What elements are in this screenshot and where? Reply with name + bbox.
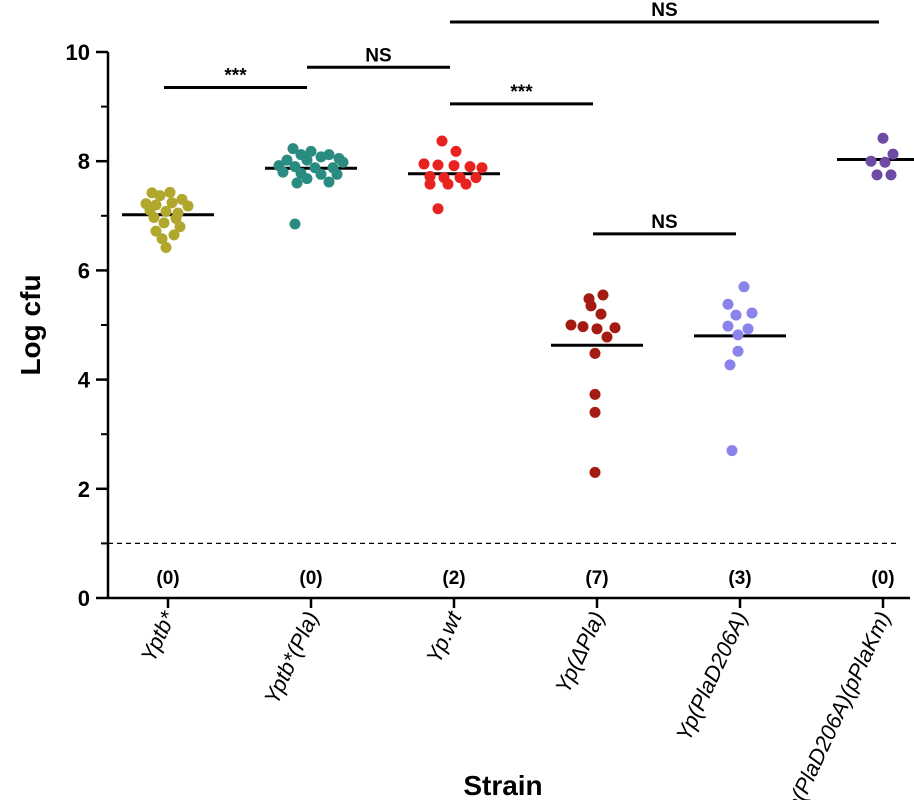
x-tick-label: Yp(PlaD206A)(pPlaKm) <box>775 608 895 800</box>
count-label: (0) <box>299 568 322 589</box>
x-tick-label: Yp(ΔPla) <box>550 608 609 697</box>
data-point <box>589 406 601 418</box>
data-point <box>577 321 589 333</box>
data-point <box>432 159 444 171</box>
significance-label: *** <box>510 82 533 103</box>
x-tick-label: Yp(PlaD206A) <box>671 608 753 745</box>
data-point <box>170 213 182 225</box>
data-point <box>871 169 883 181</box>
significance-bars: *** NS *** NS NS <box>164 0 879 236</box>
data-point <box>724 359 736 371</box>
x-tick-label: Yp.wt <box>421 607 467 667</box>
data-point <box>865 155 877 167</box>
data-point <box>726 445 738 457</box>
y-tick-label: 10 <box>66 40 90 65</box>
count-label: (2) <box>442 568 465 589</box>
data-point <box>742 323 754 335</box>
significance-label: NS <box>651 212 677 233</box>
data-point <box>877 132 889 144</box>
count-labels: (0) (0) (2) (7) (3) (0) <box>156 568 894 589</box>
data-point <box>432 203 444 215</box>
data-point <box>281 154 293 166</box>
y-tick-label: 6 <box>78 258 90 283</box>
data-point <box>166 197 178 209</box>
data-point <box>150 225 162 237</box>
data-point <box>331 168 343 180</box>
data-point <box>168 229 180 241</box>
data-point <box>160 205 172 217</box>
significance-label: *** <box>224 65 247 86</box>
data-point <box>291 177 303 189</box>
y-tick-label: 0 <box>78 586 90 611</box>
data-point <box>436 135 448 147</box>
data-point <box>450 145 462 157</box>
data-point <box>464 161 476 173</box>
data-point <box>160 241 172 253</box>
data-point <box>470 172 482 184</box>
significance-label: NS <box>365 45 391 66</box>
data-point <box>722 320 734 332</box>
data-point <box>448 160 460 172</box>
data-point <box>476 162 488 174</box>
data-point <box>277 166 289 178</box>
y-ticks: 0 2 4 6 8 10 <box>66 40 108 611</box>
data-point <box>589 466 601 478</box>
data-point <box>305 145 317 157</box>
data-point <box>442 178 454 190</box>
data-point <box>323 176 335 188</box>
data-point <box>301 173 313 185</box>
data-point <box>589 388 601 400</box>
data-point <box>158 217 170 229</box>
count-label: (0) <box>156 568 179 589</box>
data-point <box>156 233 168 245</box>
data-point <box>591 323 603 335</box>
y-tick-label: 8 <box>78 149 90 174</box>
median-lines <box>122 158 914 347</box>
x-tick-label: Yptb* <box>136 606 181 666</box>
data-point <box>601 331 613 343</box>
data-point <box>738 281 750 293</box>
data-point <box>597 289 609 301</box>
data-point <box>182 200 194 212</box>
data-point <box>460 178 472 190</box>
data-point <box>585 300 597 312</box>
count-label: (7) <box>585 568 608 589</box>
data-point <box>887 148 899 160</box>
count-label: (0) <box>871 568 894 589</box>
data-point <box>746 307 758 319</box>
y-tick-label: 2 <box>78 477 90 502</box>
data-points <box>140 132 899 478</box>
data-point <box>732 345 744 357</box>
x-tick-label: Yptb*(Pla) <box>259 608 324 708</box>
y-axis-title: Log cfu <box>15 274 46 375</box>
data-point <box>565 319 577 331</box>
data-point <box>879 156 891 168</box>
data-point <box>424 170 436 182</box>
data-point <box>315 168 327 180</box>
significance-label: NS <box>651 0 677 21</box>
data-point <box>301 154 313 166</box>
data-point <box>424 178 436 190</box>
data-point <box>289 218 301 230</box>
count-label: (3) <box>728 568 751 589</box>
data-point <box>589 347 601 359</box>
data-point <box>154 190 166 202</box>
axes <box>106 52 910 600</box>
data-point <box>595 308 607 320</box>
x-axis-title: Strain <box>463 770 542 800</box>
data-point <box>287 143 299 155</box>
data-point <box>418 158 430 170</box>
data-point <box>722 298 734 310</box>
data-point <box>164 186 176 198</box>
data-point <box>885 169 897 181</box>
data-point <box>730 309 742 321</box>
data-point <box>337 156 349 168</box>
data-point <box>174 221 186 233</box>
data-point <box>148 211 160 223</box>
data-point <box>609 322 621 334</box>
data-point <box>732 329 744 341</box>
y-tick-label: 4 <box>78 368 91 393</box>
data-point <box>315 151 327 163</box>
